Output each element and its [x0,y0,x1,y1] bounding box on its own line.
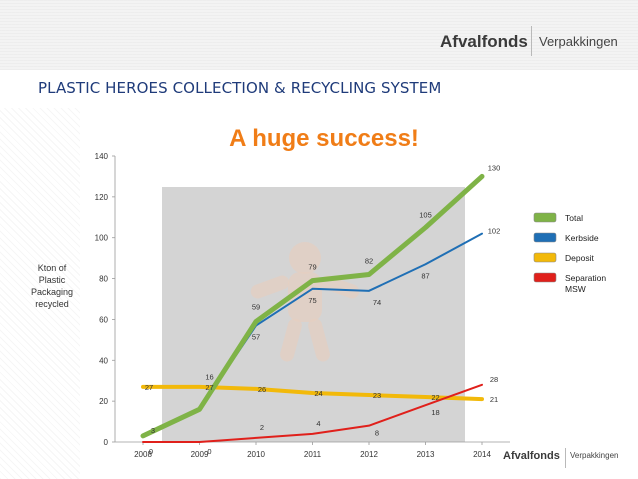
data-label: 28 [490,375,498,384]
figure-head-shape [289,242,321,274]
logo-sub-text: Verpakkingen [539,34,618,49]
y-tick-label: 60 [99,315,108,324]
chart-title: A huge success! [229,125,419,152]
data-label: 59 [252,302,260,311]
x-tick-label: 2009 [191,450,209,459]
data-label: 27 [145,383,153,392]
data-label: 105 [419,211,432,220]
data-label: 8 [375,429,379,438]
data-label: 16 [205,372,213,381]
data-label: 130 [488,163,501,172]
data-label: 74 [373,298,381,307]
logo-divider [531,26,532,56]
footer-logo-sub-text: Verpakkingen [570,451,619,460]
data-label: 0 [149,447,153,456]
data-label: 87 [421,271,429,280]
y-tick-label: 80 [99,275,108,284]
x-tick-label: 2011 [304,450,322,459]
x-tick-label: 2012 [360,450,378,459]
legend-label: Deposit [565,253,594,263]
data-label: 2 [260,423,264,432]
y-tick-label: 100 [95,234,109,243]
slide-title: PLASTIC HEROES COLLECTION & RECYCLING SY… [38,79,442,97]
y-axis-label: Plastic [39,275,66,285]
legend-swatch [533,212,557,223]
decorative-texture [0,108,80,479]
data-label: 75 [308,296,316,305]
data-label: 57 [252,333,260,342]
y-axis-label: Packaging [31,287,73,297]
figure-leg-shape [280,318,302,362]
y-tick-label: 120 [95,193,109,202]
x-tick-label: 2010 [247,450,265,459]
legend-label: Kerbside [565,233,599,243]
data-label: 0 [207,447,211,456]
data-label: 4 [316,419,320,428]
y-tick-label: 20 [99,397,108,406]
figure-arm-shape [320,275,360,299]
x-tick-label: 2013 [417,450,435,459]
y-tick-label: 0 [104,438,109,447]
series-line-deposit [141,384,484,402]
data-label: 22 [431,393,439,402]
legend-swatch [533,232,557,243]
x-tick-label: 2014 [473,450,491,459]
figure-body-shape [288,272,322,322]
data-label: 82 [365,256,373,265]
y-tick-label: 140 [95,152,109,161]
legend-swatch [533,272,557,283]
y-tick-label: 40 [99,356,108,365]
logo-main-text: Afvalfonds [440,32,528,51]
data-label: 102 [488,227,501,236]
series-line-total [140,173,485,439]
y-axis-label: recycled [35,299,69,309]
legend-swatch [533,252,557,263]
data-label: 27 [205,383,213,392]
data-label: 79 [308,263,316,272]
legend-label: Total [565,213,583,223]
figure-arm-shape [250,275,290,299]
footer-logo-divider [565,448,566,468]
y-axis-label: Kton of [38,263,67,273]
series-line-separation-msw [142,383,483,443]
data-label: 24 [314,389,322,398]
footer-logo-main-text: Afvalfonds [503,450,560,462]
data-label: 23 [373,391,381,400]
legend-label: MSW [565,284,586,294]
data-label: 18 [431,408,439,417]
legend-label: Separation [565,273,606,283]
data-label: 21 [490,395,498,404]
x-tick-label: 2008 [134,450,152,459]
data-label: 3 [151,426,155,435]
data-label: 26 [258,385,266,394]
figure-leg-shape [308,318,330,362]
